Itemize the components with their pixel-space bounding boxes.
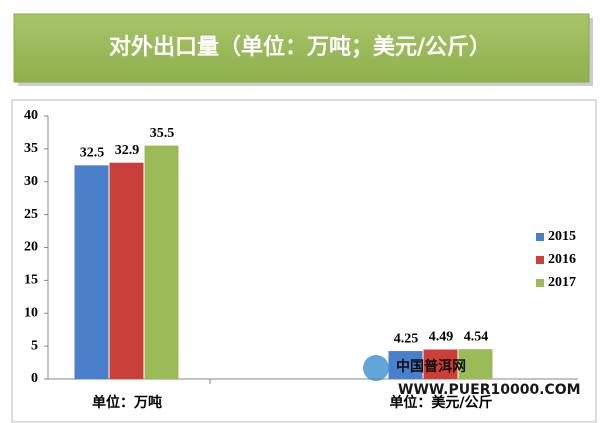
legend-swatch [536, 279, 544, 287]
x-tick-label: 单位：万吨 [92, 394, 162, 411]
y-tick-label: 30 [24, 174, 38, 189]
y-tick-label: 0 [31, 371, 38, 386]
x-tick-label: 单位：美元/公斤 [389, 394, 492, 411]
watermark: 中国普洱网 [396, 358, 466, 375]
value-label: 32.5 [80, 146, 105, 161]
watermark-logo [363, 355, 389, 381]
value-label: 4.54 [464, 329, 489, 344]
bar [458, 349, 493, 379]
legend-label: 2016 [548, 252, 576, 267]
plot-frame [11, 99, 597, 423]
y-tick-label: 15 [24, 273, 38, 288]
legend-swatch [536, 256, 544, 264]
legend-label: 2015 [548, 229, 576, 244]
bar [423, 349, 458, 379]
title-banner [13, 13, 590, 83]
bar [144, 145, 179, 379]
y-tick-label: 35 [24, 141, 38, 156]
y-tick-label: 5 [31, 338, 38, 353]
bar [109, 162, 144, 379]
y-tick-label: 25 [24, 207, 38, 222]
y-tick-label: 40 [24, 108, 38, 123]
y-tick-label: 20 [24, 240, 38, 255]
value-label: 32.9 [115, 143, 140, 158]
legend-swatch [536, 233, 544, 241]
value-label: 4.25 [394, 331, 419, 346]
y-tick-label: 10 [24, 305, 38, 320]
value-label: 35.5 [150, 126, 175, 141]
bar [74, 165, 109, 379]
watermark-url: WWW.PUER10000.COM [398, 382, 581, 398]
value-label: 4.49 [429, 330, 454, 345]
chart-title: 对外出口量（单位：万吨；美元/公斤） [109, 34, 491, 60]
bar [388, 351, 423, 379]
legend-label: 2017 [548, 275, 576, 290]
